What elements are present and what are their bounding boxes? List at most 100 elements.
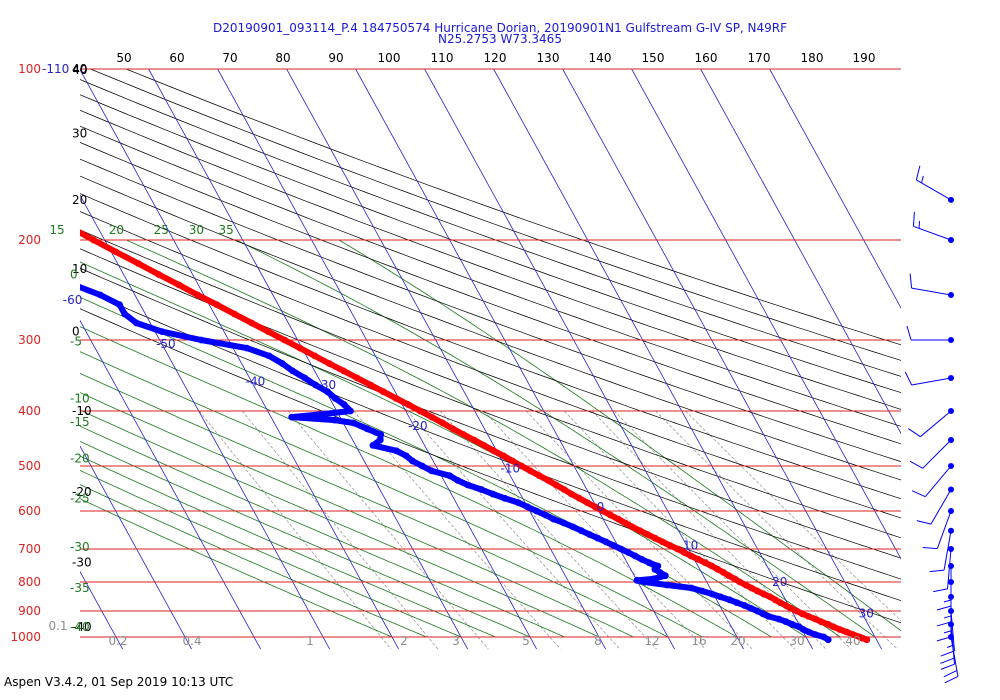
dewpoint-point (641, 578, 648, 586)
dewpoint-point (324, 388, 331, 396)
pressure-label: 600 (18, 504, 41, 518)
dewpoint-point (631, 552, 639, 560)
temperature-point (325, 360, 333, 367)
moist-adiabat-label: -40 (70, 620, 90, 634)
temperature-point (628, 523, 636, 531)
wind-barb-staff (943, 530, 952, 571)
temperature-point (659, 538, 666, 546)
temperature-point (42, 211, 49, 218)
temperature-point (708, 562, 716, 570)
dewpoint-point (265, 352, 273, 360)
mixing-ratio-line (440, 410, 657, 650)
dry-adiabat (80, 229, 901, 539)
wind-barb-station (948, 486, 954, 493)
wind-barb-staff (916, 179, 952, 201)
dewpoint-point (331, 416, 339, 424)
dry-adiabat-label: 0 (72, 325, 80, 339)
moist-adiabat-label: -15 (70, 415, 90, 429)
temperature-point (836, 626, 844, 633)
wind-barb (943, 634, 959, 684)
isotherm (80, 319, 261, 650)
temperature-point (742, 581, 750, 589)
temperature-point (725, 572, 733, 580)
temperature-point (527, 467, 534, 475)
mixing-ratio-label: 0.1 (48, 619, 67, 633)
wind-barb-staff (911, 377, 952, 386)
wind-barb-flag (943, 630, 952, 634)
dewpoint-point (688, 584, 695, 592)
dewpoint-point (645, 559, 653, 567)
wind-barb (909, 437, 954, 469)
wind-barb-flag (943, 615, 952, 619)
dry-adiabat (80, 79, 901, 377)
dewpoint-point (586, 531, 593, 538)
mixing-ratio-line (655, 410, 898, 650)
temperature-point (29, 204, 36, 211)
temperature-point (367, 381, 375, 389)
temperature-point (449, 425, 457, 433)
mixing-ratio-lines (199, 410, 901, 650)
dry-adiabat (80, 125, 901, 427)
dry-adiabat (80, 94, 901, 393)
mixing-ratio-label: 0.2 (108, 634, 127, 648)
wind-barb-flag (944, 675, 959, 684)
temperature-point (636, 527, 644, 535)
dewpoint-point (654, 562, 662, 570)
isotherm-label: -10 (501, 461, 521, 475)
dry-adiabat (80, 267, 901, 580)
isotherm (493, 69, 813, 650)
temperature-point (535, 472, 543, 480)
mixing-ratio-line (242, 410, 439, 650)
dry-adiabat-label: -20 (72, 485, 92, 499)
dewpoint-point (71, 282, 78, 289)
mixing-ratio-line (199, 410, 392, 650)
dry-adiabat (80, 175, 901, 481)
temperature-point (213, 301, 221, 309)
pressure-label: 200 (18, 233, 41, 247)
temperature-point (518, 462, 525, 470)
theta-top-label: 50 (116, 51, 131, 65)
isotherm (700, 69, 901, 435)
temperature-point (817, 618, 825, 626)
dewpoint-point (638, 556, 646, 563)
dry-adiabat (80, 109, 901, 410)
wind-barb (904, 371, 954, 386)
wind-barb-staff (920, 410, 952, 438)
dewpoint-point (278, 360, 286, 367)
temperature-point (552, 481, 560, 489)
moist-adiabat-label: 15 (49, 223, 64, 237)
dewpoint-point (243, 344, 251, 352)
pressure-label: 300 (18, 333, 41, 347)
temperature-point (760, 590, 768, 598)
dewpoint-point (321, 410, 328, 418)
wind-barb-staff (950, 610, 955, 651)
isotherm (631, 69, 901, 560)
dewpoint-point (617, 545, 625, 553)
temperature-point (416, 407, 424, 415)
moist-adiabat-label: 0 (70, 267, 78, 281)
pressure-label: 400 (18, 404, 41, 418)
dewpoint-point (446, 472, 453, 480)
theta-top-label: 120 (484, 51, 507, 65)
wind-barb-flag (921, 175, 924, 184)
wind-barb-station (948, 546, 954, 553)
temperature-point (824, 620, 832, 628)
dewpoint-point (811, 631, 819, 638)
mixing-ratio-label: 12 (644, 634, 659, 648)
dewpoint-point (747, 604, 755, 612)
chart-title: D20190901_093114_P.4 184750574 Hurricane… (212, 21, 788, 35)
dewpoint-point (788, 620, 796, 628)
temperature-point (67, 224, 74, 231)
temperature-point (353, 374, 361, 382)
temperature-point (311, 352, 319, 360)
theta-top-label: 60 (169, 51, 184, 65)
wind-barb (909, 273, 954, 299)
dry-adiabat-label: 30 (72, 127, 87, 141)
moist-adiabat-label: 30 (189, 223, 204, 237)
footer-version: Aspen V3.4.2, 01 Sep 2019 10:13 UTC (4, 675, 234, 689)
temperature-point (500, 452, 507, 460)
isotherm-label: -20 (408, 419, 428, 433)
dewpoint-point (377, 431, 385, 438)
temperature-point (621, 519, 629, 527)
dewpoint-point (428, 467, 436, 475)
